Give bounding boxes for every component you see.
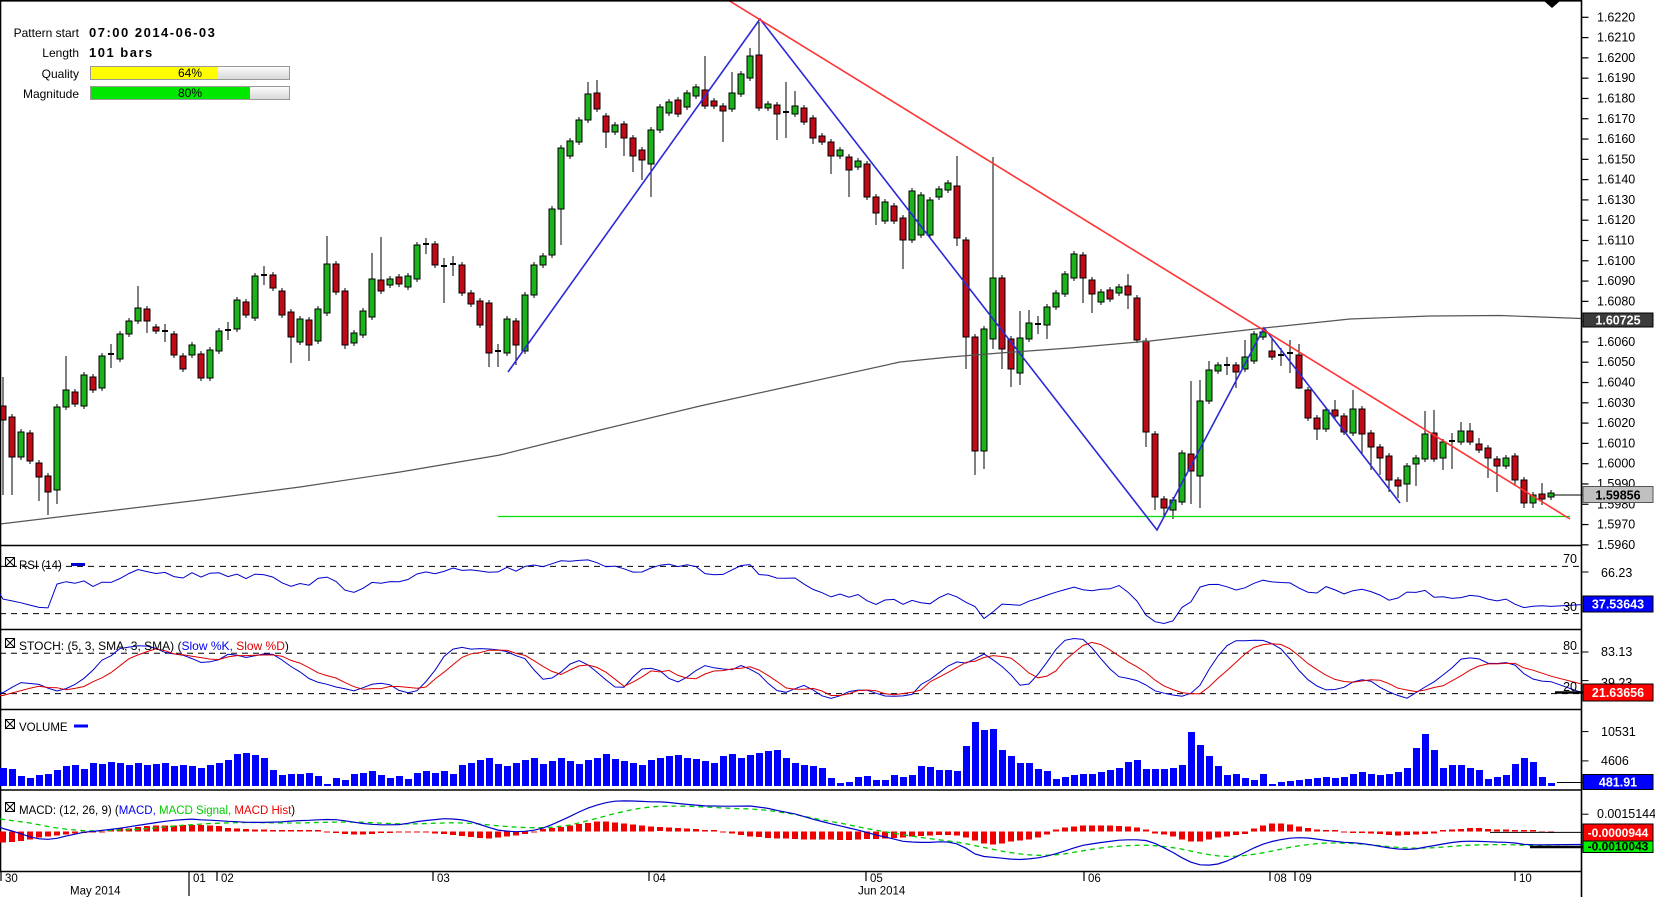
svg-text:70: 70 [1563,552,1577,566]
svg-text:Quality: Quality [42,67,79,81]
svg-text:1.6050: 1.6050 [1597,355,1635,369]
svg-text:08: 08 [1274,873,1287,885]
svg-text:481.91: 481.91 [1599,776,1637,790]
svg-text:10531: 10531 [1601,725,1636,739]
svg-text:1.6150: 1.6150 [1597,152,1635,166]
svg-text:Pattern start: Pattern start [14,26,80,40]
svg-text:37.53643: 37.53643 [1592,598,1644,612]
svg-text:1.6170: 1.6170 [1597,112,1635,126]
svg-text:1.6190: 1.6190 [1597,71,1635,85]
svg-text:1.59856: 1.59856 [1595,489,1640,503]
svg-text:0.0015144: 0.0015144 [1597,807,1655,821]
svg-text:STOCH: (5, 3, SMA, 3, SMA) (Sl: STOCH: (5, 3, SMA, 3, SMA) (Slow %K, Slo… [19,639,289,653]
svg-text:-0.0000944: -0.0000944 [1588,826,1649,840]
svg-text:01: 01 [193,873,206,885]
svg-text:May 2014: May 2014 [70,886,121,898]
svg-text:03: 03 [437,873,450,885]
svg-text:21.63656: 21.63656 [1592,686,1644,700]
svg-text:VOLUME: VOLUME [19,722,68,734]
svg-text:05: 05 [870,873,883,885]
svg-text:1.6000: 1.6000 [1597,457,1635,471]
svg-text:1.6110: 1.6110 [1597,233,1634,247]
svg-text:1.5960: 1.5960 [1597,538,1635,552]
svg-text:10: 10 [1519,873,1532,885]
svg-text:83.13: 83.13 [1601,645,1632,659]
svg-text:66.23: 66.23 [1601,566,1632,580]
svg-text:1.6160: 1.6160 [1597,132,1635,146]
svg-text:1.6180: 1.6180 [1597,91,1635,105]
svg-text:1.6120: 1.6120 [1597,213,1635,227]
svg-text:1.6140: 1.6140 [1597,173,1635,187]
svg-text:1.6090: 1.6090 [1597,274,1635,288]
svg-text:06: 06 [1088,873,1101,885]
svg-text:1.6020: 1.6020 [1597,416,1635,430]
svg-text:80%: 80% [178,86,202,100]
svg-text:1.6200: 1.6200 [1597,51,1635,65]
svg-text:1.6030: 1.6030 [1597,396,1635,410]
svg-text:Length: Length [42,46,79,60]
svg-text:07:00 2014-06-03: 07:00 2014-06-03 [89,25,216,40]
svg-text:1.6130: 1.6130 [1597,193,1635,207]
svg-text:30: 30 [5,873,18,885]
svg-text:-0.0010043: -0.0010043 [1588,840,1649,854]
svg-text:02: 02 [221,873,234,885]
svg-text:1.60725: 1.60725 [1595,314,1640,328]
svg-text:MACD: (12, 26, 9) (MACD, MACD: MACD: (12, 26, 9) (MACD, MACD Signal, MA… [19,805,295,817]
svg-text:64%: 64% [178,66,202,80]
svg-text:1.6010: 1.6010 [1597,436,1635,450]
svg-text:1.6060: 1.6060 [1597,335,1635,349]
svg-text:30: 30 [1563,600,1577,614]
svg-text:4606: 4606 [1601,754,1629,768]
svg-text:RSI (14): RSI (14) [19,560,62,572]
svg-text:Magnitude: Magnitude [23,87,79,101]
svg-text:80: 80 [1563,639,1577,653]
svg-text:Jun 2014: Jun 2014 [858,886,906,898]
svg-text:09: 09 [1299,873,1312,885]
svg-text:1.5970: 1.5970 [1597,518,1635,532]
svg-text:1.6080: 1.6080 [1597,294,1635,308]
svg-text:1.6220: 1.6220 [1597,10,1635,24]
svg-text:101 bars: 101 bars [89,45,154,60]
svg-text:1.6040: 1.6040 [1597,376,1635,390]
svg-text:20: 20 [1563,680,1577,694]
svg-text:1.6100: 1.6100 [1597,254,1635,268]
svg-text:1.6210: 1.6210 [1597,31,1635,45]
svg-text:04: 04 [653,873,666,885]
